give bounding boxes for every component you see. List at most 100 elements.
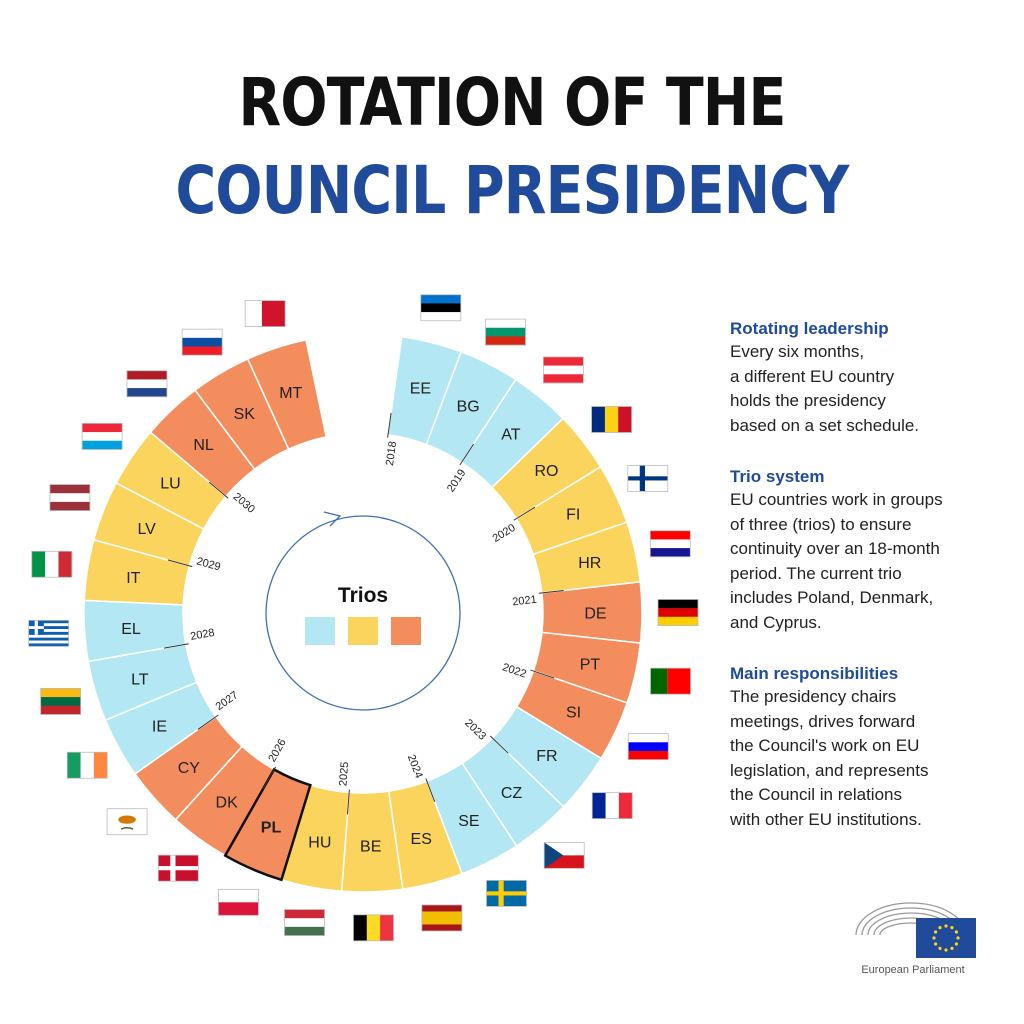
flag-bg-icon [485, 318, 526, 346]
segment-label: IE [152, 718, 167, 735]
year-label: 2022 [501, 661, 528, 680]
flag-nl-icon [126, 370, 168, 398]
segment-label: CY [178, 760, 201, 777]
legend-circle [265, 515, 461, 711]
segment-label: ES [411, 831, 432, 848]
flag-se-icon [486, 880, 527, 907]
year-label: 2024 [405, 753, 425, 780]
current-presidency-outline [223, 767, 312, 882]
year-tick [163, 643, 189, 649]
flag-sk-icon [181, 328, 223, 356]
logo-caption: European Parliament [861, 964, 965, 976]
year-tick [538, 589, 564, 594]
flag-si-icon [627, 733, 669, 761]
segment-label: LV [137, 521, 156, 538]
segment-label: AT [501, 427, 520, 444]
legend-swatch-blue [305, 617, 335, 645]
year-label: 2021 [512, 594, 538, 609]
segment-label: PT [580, 656, 601, 673]
section-heading: Main responsibilities [730, 664, 899, 683]
section-trio-system: Trio system EU countries work in groups … [730, 466, 1000, 635]
flag-lu-icon [81, 422, 123, 450]
trios-legend: Trios [265, 511, 461, 711]
section-heading: Rotating leadership [730, 319, 889, 338]
segment-label: NL [193, 437, 214, 454]
year-label: 2029 [195, 555, 222, 573]
legend-swatch-yellow [348, 617, 378, 645]
flag-ro-icon [591, 406, 632, 433]
flag-ie-icon [66, 751, 108, 779]
section-body: Every six months, a different EU country… [730, 342, 920, 435]
year-tick [197, 714, 219, 730]
title-line-1: ROTATION OF THE [238, 64, 787, 141]
flag-cz-icon [543, 841, 585, 869]
segment-label: LU [160, 476, 180, 493]
section-heading: Trio system [730, 467, 825, 486]
section-body: EU countries work in groups of three (tr… [730, 490, 943, 632]
year-tick [208, 481, 229, 499]
year-tick [387, 412, 392, 438]
flag-dk-icon [157, 854, 199, 882]
segment-label: EL [121, 621, 141, 638]
flag-pl-icon [218, 888, 259, 916]
segment-label: SE [458, 813, 479, 830]
flag-mt-icon [244, 300, 286, 327]
segment-label: DK [216, 794, 239, 811]
year-tick [425, 778, 436, 803]
segment-label: EE [410, 381, 431, 398]
segment-label: BE [360, 838, 381, 855]
flag-fr-icon [591, 792, 633, 820]
year-label: 2028 [189, 627, 215, 643]
eu-flag-icon [916, 918, 976, 958]
legend-swatch-orange [391, 617, 421, 645]
segment-label: IT [126, 570, 140, 587]
flag-it-icon [31, 550, 73, 578]
segment-label: HR [578, 555, 601, 572]
year-label: 2023 [462, 717, 488, 743]
rotation-arrow-icon [323, 511, 342, 527]
year-label: 2018 [384, 441, 399, 467]
segment-label: PL [261, 820, 282, 837]
section-main-responsibilities: Main responsibilities The presidency cha… [730, 663, 1000, 832]
segment-label: LT [131, 671, 149, 688]
flag-es-icon [421, 904, 463, 932]
segment-label: FR [536, 748, 557, 765]
flag-lt-icon [40, 688, 82, 715]
flag-hu-icon [284, 909, 325, 936]
segment-label: SK [234, 406, 256, 423]
year-tick [530, 669, 555, 679]
flag-el-icon [28, 619, 70, 647]
year-label: 2026 [266, 737, 289, 764]
year-label: 2025 [337, 761, 351, 786]
year-tick [167, 559, 193, 568]
flag-de-icon [657, 599, 699, 626]
section-body: The presidency chairs meetings, drives f… [730, 687, 929, 829]
year-label: 2020 [491, 522, 518, 545]
year-label: 2019 [445, 467, 468, 494]
flag-cy-icon [106, 808, 148, 836]
segment-label: DE [584, 606, 606, 623]
segment-label: RO [534, 463, 558, 480]
segment-label: BG [457, 399, 480, 416]
year-label: 2030 [231, 491, 257, 516]
flag-hr-icon [649, 530, 691, 558]
year-tick [262, 766, 277, 789]
european-parliament-logo [855, 902, 976, 958]
legend-title: Trios [338, 584, 388, 607]
year-tick [513, 506, 536, 521]
segment-mt [246, 339, 328, 451]
segment-label: HU [308, 834, 331, 851]
flag-ee-icon [420, 294, 462, 322]
flag-lv-icon [49, 484, 91, 511]
segment-label: MT [279, 385, 302, 402]
segment-label: FI [566, 507, 580, 524]
flag-be-icon [353, 914, 394, 942]
flag-pt-icon [650, 667, 691, 695]
section-rotating-leadership: Rotating leadership Every six months, a … [730, 318, 1000, 438]
flag-at-icon [542, 356, 584, 384]
year-tick [489, 735, 509, 754]
year-tick [347, 789, 350, 815]
title-line-2: COUNCIL PRESIDENCY [175, 152, 850, 229]
year-label: 2027 [214, 689, 241, 713]
segment-label: SI [566, 705, 581, 722]
